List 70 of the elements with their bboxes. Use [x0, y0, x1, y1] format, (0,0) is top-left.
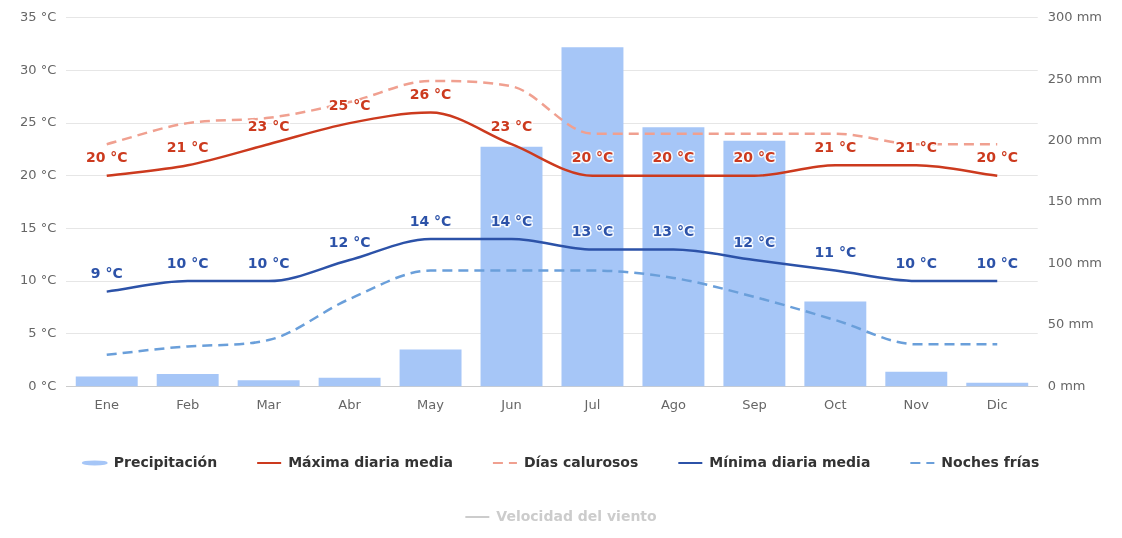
data-label: 20 °C: [571, 149, 614, 166]
y-tick-label: 35 °C: [19, 9, 57, 25]
data-label: 12 °C: [733, 233, 776, 250]
data-label: 21 °C: [895, 138, 938, 155]
line-series: [105, 237, 999, 293]
legend-label: Precipitación: [113, 453, 218, 470]
x-tick-label: Jun: [500, 396, 522, 412]
x-tick-label: Ene: [94, 396, 119, 412]
x-tick-label: May: [417, 396, 445, 412]
data-label: 9 °C: [90, 265, 123, 282]
data-label: 20 °C: [85, 149, 128, 166]
y-tick-label: 0 °C: [28, 377, 57, 393]
line-series: [105, 269, 999, 357]
bar: [399, 349, 462, 387]
data-label: 23 °C: [247, 117, 290, 134]
line-series: [105, 111, 999, 178]
data-label: 11 °C: [814, 244, 857, 261]
bar: [642, 127, 705, 387]
x-tick-label: Dic: [986, 396, 1008, 412]
y-tick-label: 10 °C: [19, 272, 57, 288]
y-tick-label: 20 °C: [19, 167, 57, 183]
bar: [237, 380, 300, 387]
y2-tick-label: 300 mm: [1047, 9, 1103, 25]
legend-label: Máxima diaria media: [288, 453, 453, 470]
y2-tick-label: 250 mm: [1047, 70, 1103, 86]
bar: [885, 371, 948, 387]
y2-tick-label: 50 mm: [1047, 316, 1094, 332]
data-label: 12 °C: [328, 233, 371, 250]
data-label: 20 °C: [733, 149, 776, 166]
data-label: 21 °C: [814, 138, 857, 155]
data-label: 10 °C: [247, 254, 290, 271]
y2-tick-label: 200 mm: [1047, 132, 1103, 148]
bar: [561, 47, 624, 387]
x-tick-label: Nov: [903, 396, 930, 412]
data-label: 14 °C: [490, 212, 533, 229]
data-label: 25 °C: [328, 96, 371, 113]
bar: [480, 146, 543, 387]
x-tick-label: Jul: [583, 396, 601, 412]
x-tick-label: Mar: [256, 396, 282, 412]
data-label: 10 °C: [976, 254, 1019, 271]
data-label: 14 °C: [409, 212, 452, 229]
y-tick-label: 5 °C: [28, 325, 57, 341]
data-label: 26 °C: [409, 86, 452, 103]
legend-label: Mínima diaria media: [709, 453, 871, 470]
bar: [75, 376, 138, 387]
bar: [723, 140, 786, 387]
bar: [804, 301, 867, 387]
legend-label: Días calurosos: [523, 453, 639, 470]
data-label: 10 °C: [895, 254, 938, 271]
data-label: 13 °C: [652, 223, 695, 240]
data-label: 13 °C: [571, 223, 614, 240]
y2-tick-label: 150 mm: [1047, 193, 1103, 209]
data-label: 23 °C: [490, 117, 533, 134]
data-label: 20 °C: [652, 149, 695, 166]
y-tick-label: 25 °C: [19, 114, 57, 130]
x-tick-label: Oct: [824, 396, 847, 412]
y2-tick-label: 0 mm: [1047, 377, 1086, 393]
data-label: 10 °C: [166, 254, 209, 271]
y-tick-label: 30 °C: [19, 61, 57, 77]
y-tick-label: 15 °C: [19, 219, 57, 235]
bar: [318, 377, 381, 387]
legend-label: Noches frías: [941, 453, 1040, 470]
x-tick-label: Ago: [660, 396, 687, 412]
x-tick-label: Feb: [176, 396, 200, 412]
x-tick-label: Abr: [338, 396, 362, 412]
y2-tick-label: 100 mm: [1047, 254, 1103, 270]
data-label: 20 °C: [976, 149, 1019, 166]
bar: [156, 374, 219, 387]
data-label: 21 °C: [166, 138, 209, 155]
x-tick-label: Sep: [742, 396, 767, 412]
